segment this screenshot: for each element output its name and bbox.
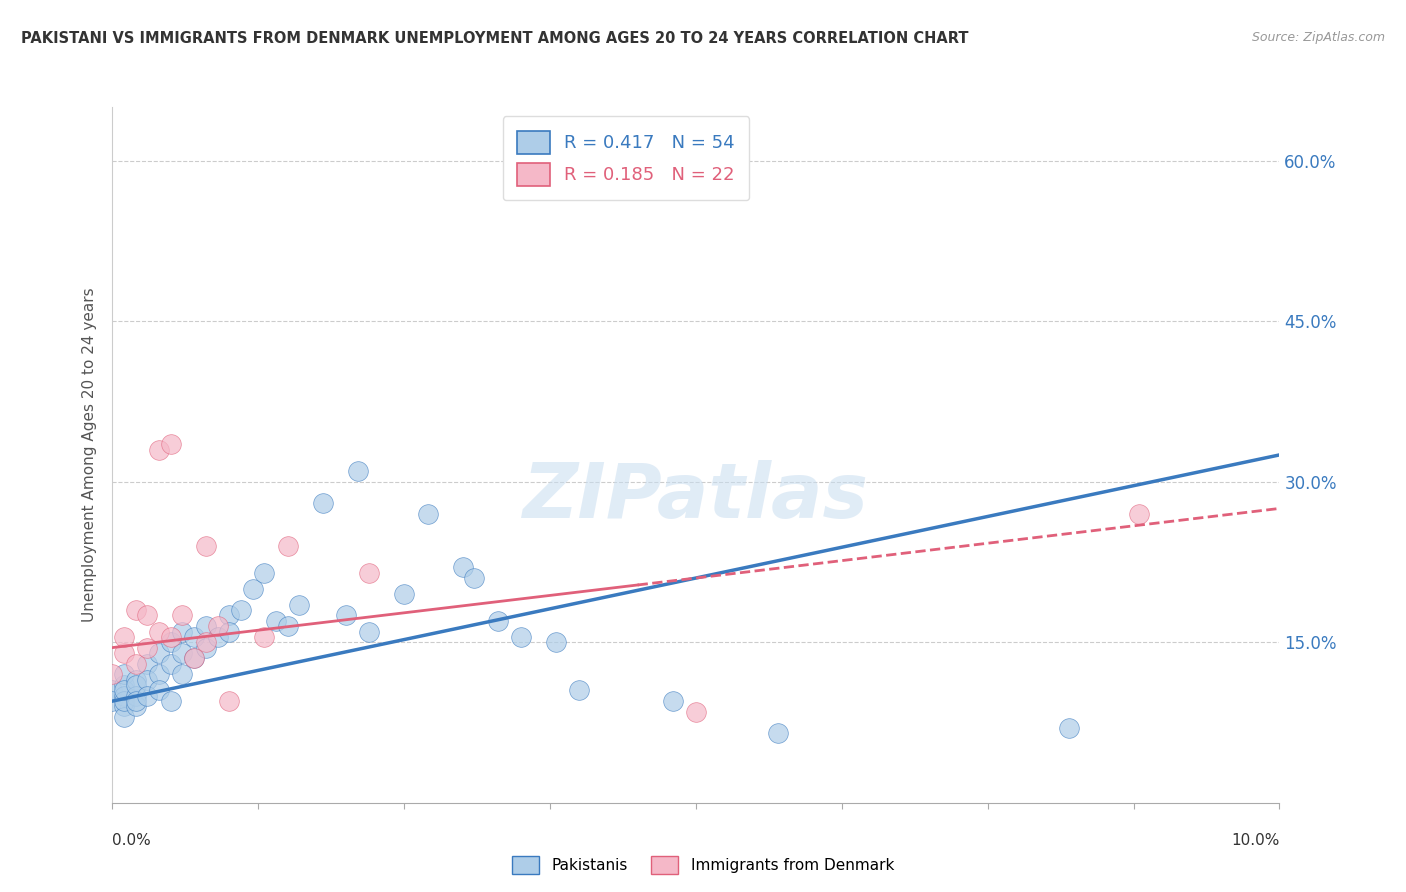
Point [253,630,276,644]
Point [276,619,298,633]
Point [125,657,148,671]
Point [194,539,217,553]
Point [125,673,148,687]
Point [242,582,264,596]
Point [1059,721,1081,735]
Point [183,651,205,665]
Point [125,603,148,617]
Point [172,608,194,623]
Point [112,689,135,703]
Point [160,437,183,451]
Point [661,694,683,708]
Point [125,699,148,714]
Point [172,667,194,681]
Point [101,667,124,681]
Point [112,678,135,692]
Legend: R = 0.417   N = 54, R = 0.185   N = 22: R = 0.417 N = 54, R = 0.185 N = 22 [503,116,749,201]
Point [101,683,124,698]
Point [112,683,135,698]
Point [253,566,276,580]
Point [172,646,194,660]
Point [544,635,567,649]
Point [229,603,252,617]
Point [335,608,357,623]
Text: ZIPatlas: ZIPatlas [523,459,869,533]
Point [463,571,485,585]
Point [160,694,183,708]
Point [685,705,707,719]
Point [346,464,368,478]
Text: Source: ZipAtlas.com: Source: ZipAtlas.com [1251,31,1385,45]
Point [112,710,135,724]
Point [194,619,217,633]
Point [218,624,240,639]
Point [136,689,159,703]
Point [136,657,159,671]
Point [568,683,591,698]
Point [160,657,183,671]
Legend: Pakistanis, Immigrants from Denmark: Pakistanis, Immigrants from Denmark [506,850,900,880]
Point [207,619,229,633]
Point [288,598,311,612]
Text: PAKISTANI VS IMMIGRANTS FROM DENMARK UNEMPLOYMENT AMONG AGES 20 TO 24 YEARS CORR: PAKISTANI VS IMMIGRANTS FROM DENMARK UNE… [21,31,969,46]
Point [194,635,217,649]
Point [359,566,381,580]
Point [160,635,183,649]
Text: 10.0%: 10.0% [1232,832,1279,847]
Point [148,624,170,639]
Point [125,694,148,708]
Point [172,624,194,639]
Point [125,689,148,703]
Point [218,694,240,708]
Point [207,630,229,644]
Point [125,678,148,692]
Point [148,667,170,681]
Text: 0.0%: 0.0% [112,832,152,847]
Point [136,640,159,655]
Point [112,694,135,708]
Point [112,667,135,681]
Point [218,608,240,623]
Point [183,630,205,644]
Point [194,640,217,655]
Point [509,630,531,644]
Point [416,507,439,521]
Point [1128,507,1150,521]
Point [148,683,170,698]
Y-axis label: Unemployment Among Ages 20 to 24 years: Unemployment Among Ages 20 to 24 years [82,287,97,623]
Point [359,624,381,639]
Point [112,630,135,644]
Point [264,614,287,628]
Point [101,694,124,708]
Point [112,646,135,660]
Point [136,608,159,623]
Point [394,587,416,601]
Point [766,726,789,740]
Point [148,646,170,660]
Point [112,699,135,714]
Point [136,673,159,687]
Point [311,496,333,510]
Point [160,630,183,644]
Point [148,442,170,457]
Point [486,614,509,628]
Point [451,560,474,574]
Point [276,539,298,553]
Point [183,651,205,665]
